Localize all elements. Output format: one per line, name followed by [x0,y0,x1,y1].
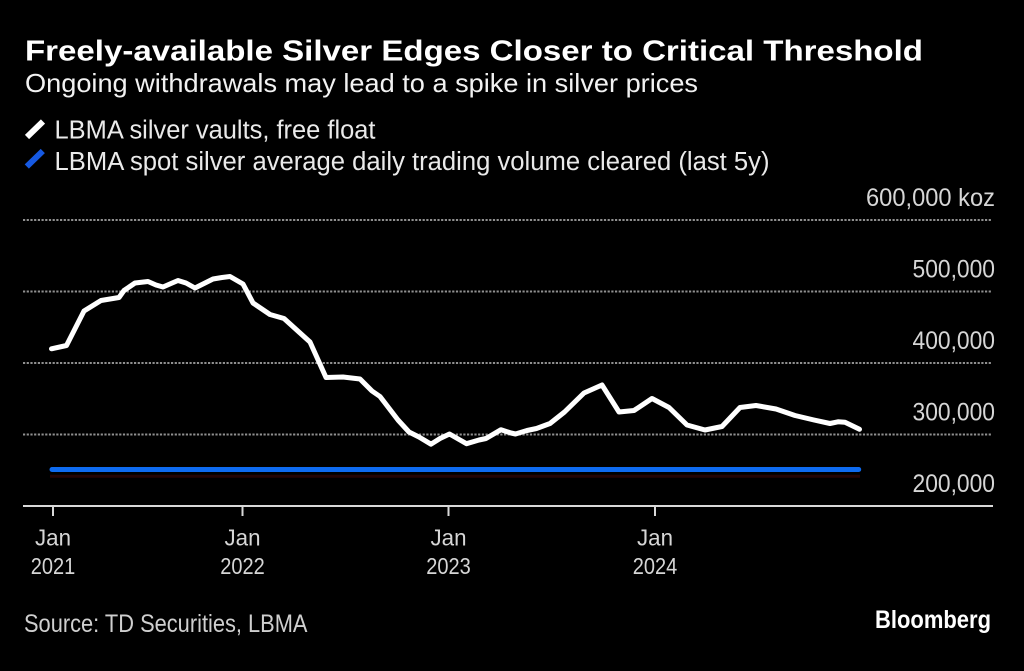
svg-text:LBMA silver vaults, free float: LBMA silver vaults, free float [55,117,376,145]
svg-text:300,000: 300,000 [913,399,996,427]
svg-text:400,000: 400,000 [913,327,996,355]
svg-text:LBMA spot silver average daily: LBMA spot silver average daily trading v… [55,148,770,176]
svg-text:Ongoing withdrawals may lead t: Ongoing withdrawals may lead to a spike … [25,68,698,98]
svg-text:Jan: Jan [637,525,673,551]
svg-text:Source: TD Securities, LBMA: Source: TD Securities, LBMA [24,610,308,638]
svg-text:200,000: 200,000 [913,470,996,498]
svg-text:2023: 2023 [426,553,471,579]
svg-text:600,000 koz: 600,000 koz [866,184,995,212]
svg-text:2024: 2024 [633,553,678,579]
svg-text:Jan: Jan [431,525,467,551]
svg-text:Jan: Jan [225,525,261,551]
svg-text:2022: 2022 [220,553,265,579]
svg-text:Bloomberg: Bloomberg [875,606,991,634]
svg-text:500,000: 500,000 [913,256,996,284]
svg-text:Freely-available Silver Edges: Freely-available Silver Edges Closer to … [25,36,923,68]
svg-text:2021: 2021 [31,553,76,579]
svg-text:Jan: Jan [35,525,71,551]
